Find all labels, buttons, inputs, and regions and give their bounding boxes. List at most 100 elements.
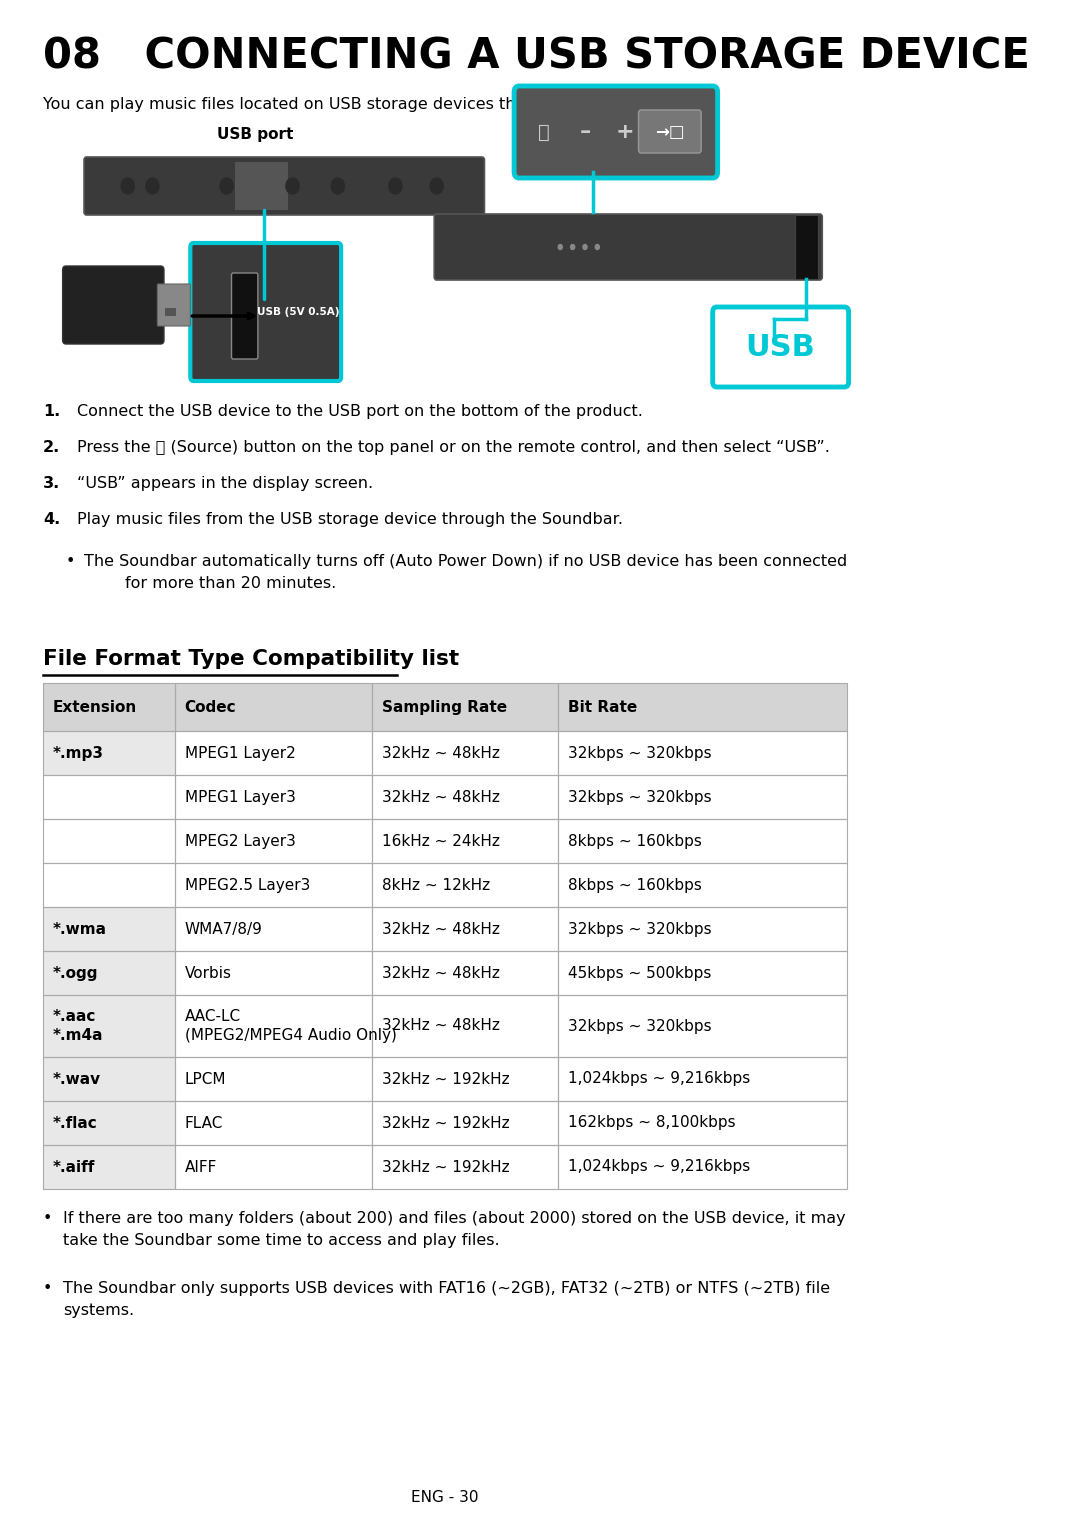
Text: The Soundbar automatically turns off (Auto Power Down) if no USB device has been: The Soundbar automatically turns off (Au…: [84, 555, 848, 591]
Bar: [373, 731, 557, 775]
Text: 2.: 2.: [43, 440, 60, 455]
Circle shape: [583, 245, 588, 250]
Text: Press the ⭯ (Source) button on the top panel or on the remote control, and then : Press the ⭯ (Source) button on the top p…: [78, 440, 831, 455]
Bar: [175, 1102, 373, 1144]
Bar: [557, 820, 847, 863]
Text: You can play music files located on USB storage devices through the Soundbar.: You can play music files located on USB …: [43, 97, 680, 112]
Circle shape: [595, 245, 599, 250]
Bar: [175, 907, 373, 951]
FancyBboxPatch shape: [190, 244, 341, 381]
Text: 1,024kbps ~ 9,216kbps: 1,024kbps ~ 9,216kbps: [568, 1071, 750, 1086]
Bar: [43, 1057, 847, 1102]
Text: 45kbps ~ 500kbps: 45kbps ~ 500kbps: [568, 965, 711, 980]
FancyBboxPatch shape: [84, 156, 485, 214]
Bar: [557, 731, 847, 775]
Bar: [795, 214, 819, 279]
Text: Play music files from the USB storage device through the Soundbar.: Play music files from the USB storage de…: [78, 512, 623, 527]
Bar: [43, 731, 847, 775]
Bar: [43, 820, 175, 863]
Text: “USB” appears in the display screen.: “USB” appears in the display screen.: [78, 476, 374, 490]
Text: 32kbps ~ 320kbps: 32kbps ~ 320kbps: [568, 1019, 712, 1034]
Bar: [43, 683, 175, 731]
Text: *.aiff: *.aiff: [53, 1160, 95, 1175]
Text: *.wma: *.wma: [53, 922, 107, 936]
Bar: [557, 683, 847, 731]
Bar: [43, 1102, 175, 1144]
Circle shape: [570, 245, 575, 250]
Bar: [43, 683, 847, 731]
Text: 3.: 3.: [43, 476, 60, 490]
Text: Connect the USB device to the USB port on the bottom of the product.: Connect the USB device to the USB port o…: [78, 404, 644, 418]
Text: ENG - 30: ENG - 30: [411, 1489, 478, 1504]
Bar: [175, 683, 373, 731]
Text: 32kHz ~ 48kHz: 32kHz ~ 48kHz: [382, 746, 500, 760]
Text: AIFF: AIFF: [185, 1160, 217, 1175]
Bar: [43, 994, 175, 1057]
Text: 32kHz ~ 48kHz: 32kHz ~ 48kHz: [382, 922, 500, 936]
Circle shape: [332, 178, 345, 195]
Bar: [43, 907, 175, 951]
Circle shape: [558, 245, 563, 250]
Bar: [557, 775, 847, 820]
Bar: [43, 820, 847, 863]
Text: MPEG2.5 Layer3: MPEG2.5 Layer3: [185, 878, 310, 893]
Text: USB (5V 0.5A): USB (5V 0.5A): [257, 306, 339, 317]
Bar: [43, 731, 175, 775]
Text: Extension: Extension: [53, 700, 137, 714]
Text: Bit Rate: Bit Rate: [568, 700, 637, 714]
Text: *.wav: *.wav: [53, 1071, 100, 1086]
Circle shape: [430, 178, 443, 195]
FancyBboxPatch shape: [231, 273, 258, 358]
Bar: [175, 820, 373, 863]
Text: *.flac: *.flac: [53, 1115, 97, 1131]
Bar: [43, 1057, 175, 1102]
Text: 8kHz ~ 12kHz: 8kHz ~ 12kHz: [382, 878, 490, 893]
Bar: [373, 775, 557, 820]
Text: 16kHz ~ 24kHz: 16kHz ~ 24kHz: [382, 833, 500, 849]
Text: 32kbps ~ 320kbps: 32kbps ~ 320kbps: [568, 789, 712, 804]
Bar: [175, 775, 373, 820]
Bar: [43, 994, 847, 1057]
Text: •: •: [66, 555, 76, 568]
Text: *.aac
*.m4a: *.aac *.m4a: [53, 1010, 104, 1043]
Text: Sampling Rate: Sampling Rate: [382, 700, 508, 714]
FancyBboxPatch shape: [638, 110, 701, 153]
Bar: [373, 994, 557, 1057]
Text: USB port: USB port: [217, 127, 294, 142]
Text: 32kbps ~ 320kbps: 32kbps ~ 320kbps: [568, 922, 712, 936]
Text: 1.: 1.: [43, 404, 60, 418]
FancyBboxPatch shape: [713, 306, 849, 388]
Text: +: +: [616, 123, 634, 142]
FancyBboxPatch shape: [158, 283, 190, 326]
Text: 32kHz ~ 192kHz: 32kHz ~ 192kHz: [382, 1160, 510, 1175]
Circle shape: [389, 178, 402, 195]
Text: 8kbps ~ 160kbps: 8kbps ~ 160kbps: [568, 878, 702, 893]
Text: 162kbps ~ 8,100kbps: 162kbps ~ 8,100kbps: [568, 1115, 735, 1131]
Bar: [43, 951, 175, 994]
Text: Codec: Codec: [185, 700, 237, 714]
Bar: [373, 1102, 557, 1144]
Bar: [43, 1102, 847, 1144]
Text: MPEG2 Layer3: MPEG2 Layer3: [185, 833, 296, 849]
Bar: [373, 820, 557, 863]
Text: LPCM: LPCM: [185, 1071, 226, 1086]
Bar: [175, 994, 373, 1057]
Bar: [43, 951, 847, 994]
Bar: [373, 1144, 557, 1189]
Text: 32kHz ~ 48kHz: 32kHz ~ 48kHz: [382, 965, 500, 980]
Text: The Soundbar only supports USB devices with FAT16 (~2GB), FAT32 (~2TB) or NTFS (: The Soundbar only supports USB devices w…: [64, 1281, 831, 1318]
Text: 8kbps ~ 160kbps: 8kbps ~ 160kbps: [568, 833, 702, 849]
Bar: [175, 1057, 373, 1102]
Bar: [234, 162, 288, 210]
Bar: [43, 1102, 175, 1144]
Bar: [43, 863, 847, 907]
Bar: [175, 951, 373, 994]
Text: •: •: [43, 1281, 52, 1296]
Bar: [43, 1144, 175, 1189]
Bar: [43, 907, 175, 951]
Text: Vorbis: Vorbis: [185, 965, 231, 980]
Bar: [43, 731, 175, 775]
Text: •: •: [43, 1210, 52, 1226]
Text: –: –: [579, 123, 591, 142]
Text: 32kHz ~ 48kHz: 32kHz ~ 48kHz: [382, 1019, 500, 1034]
